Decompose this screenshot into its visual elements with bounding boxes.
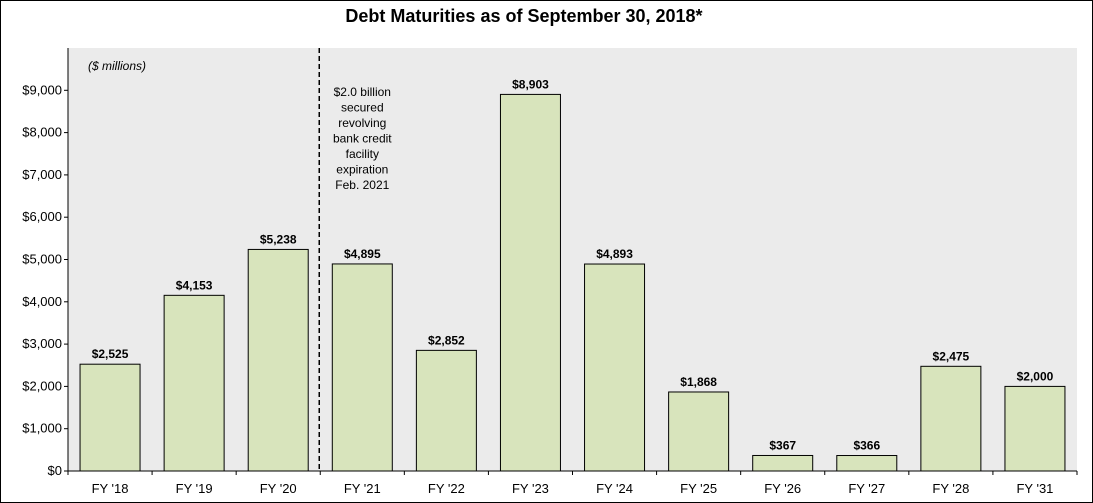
data-label: $2,525 <box>92 347 129 361</box>
x-tick-label: FY '25 <box>680 481 717 496</box>
annotation-line: expiration <box>336 163 388 177</box>
bar <box>415 349 477 472</box>
x-axis: FY '18 FY '19 FY '20 FY '21 FY '22 FY '23 FY '… <box>67 470 1078 496</box>
y-tick-label: $9,000 <box>22 82 62 97</box>
bar <box>499 93 561 472</box>
data-label: $2,475 <box>933 349 970 363</box>
x-tick-label: FY '18 <box>92 481 129 496</box>
bar <box>836 455 898 472</box>
y-tick-label: $8,000 <box>22 125 62 140</box>
chart-title: Debt Maturities as of September 30, 2018… <box>345 6 702 26</box>
annotation-line: secured <box>341 101 384 115</box>
annotation-line: facility <box>346 147 379 161</box>
data-label: $4,893 <box>596 247 633 261</box>
x-tick-label: FY '23 <box>512 481 549 496</box>
bar <box>79 363 141 472</box>
data-label: $2,852 <box>428 333 465 347</box>
data-label: $1,868 <box>680 375 717 389</box>
bar <box>331 263 393 472</box>
x-tick-label: FY '27 <box>848 481 885 496</box>
x-tick-label: FY '28 <box>932 481 969 496</box>
y-tick-label: $1,000 <box>22 421 62 436</box>
bar-series <box>79 93 1066 472</box>
data-label: $5,238 <box>260 232 297 246</box>
bar <box>668 391 730 472</box>
annotation-line: revolving <box>338 116 386 130</box>
y-axis: $0 $1,000 $2,000 $3,000 $4,000 $5,000 $6,000 $7… <box>22 48 69 478</box>
annotation-line: $2.0 billion <box>334 85 391 99</box>
x-tick-label: FY '24 <box>596 481 633 496</box>
data-label: $367 <box>769 438 796 452</box>
bar <box>920 365 982 472</box>
x-tick-label: FY '26 <box>764 481 801 496</box>
data-labels: $2,525 $4,153 $5,238 $4,895 $2,852 $8,903 $4,8… <box>92 77 1054 452</box>
y-tick-label: $7,000 <box>22 167 62 182</box>
x-tick-label: FY '31 <box>1016 481 1053 496</box>
bar <box>247 248 309 472</box>
data-label: $4,153 <box>176 278 213 292</box>
y-tick-label: $2,000 <box>22 378 62 393</box>
x-tick-label: FY '19 <box>176 481 213 496</box>
data-label: $2,000 <box>1017 369 1054 383</box>
data-label: $4,895 <box>344 247 381 261</box>
bar <box>163 294 225 472</box>
x-tick-label: FY '20 <box>260 481 297 496</box>
y-tick-label: $6,000 <box>22 209 62 224</box>
y-tick-label: $3,000 <box>22 336 62 351</box>
data-label: $366 <box>853 439 880 453</box>
data-label: $8,903 <box>512 77 549 91</box>
y-tick-label: $0 <box>48 463 62 478</box>
plot-area <box>68 48 1077 471</box>
bar <box>1004 385 1066 472</box>
y-tick-label: $5,000 <box>22 252 62 267</box>
bar <box>752 454 814 472</box>
units-label: ($ millions) <box>88 59 146 73</box>
bar <box>584 263 646 472</box>
annotation-line: bank credit <box>333 132 392 146</box>
y-tick-label: $4,000 <box>22 294 62 309</box>
x-tick-label: FY '22 <box>428 481 465 496</box>
annotation-line: Feb. 2021 <box>335 178 389 192</box>
x-tick-label: FY '21 <box>344 481 381 496</box>
